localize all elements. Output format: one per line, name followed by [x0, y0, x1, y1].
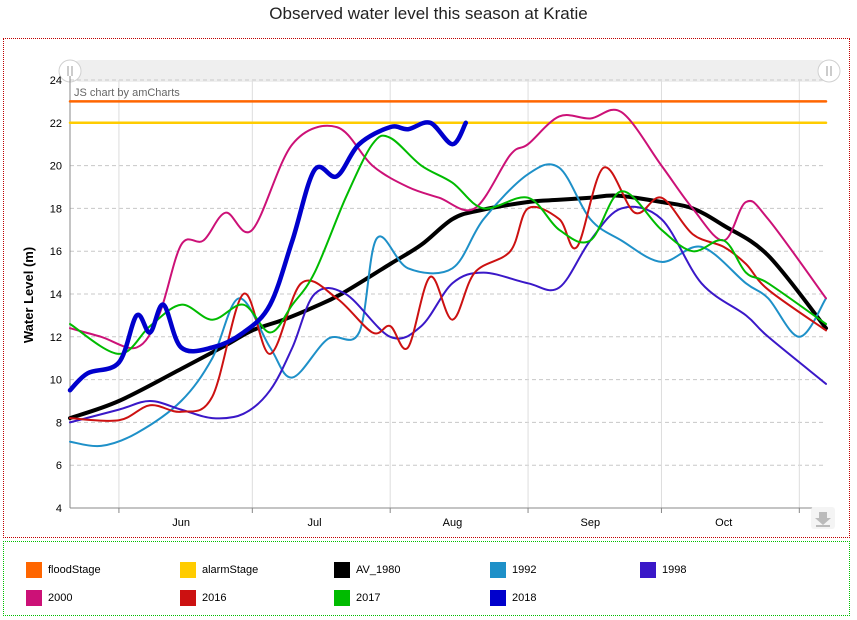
- legend-item-1992[interactable]: 1992: [490, 562, 536, 578]
- legend-swatch: [180, 562, 196, 578]
- legend-item-2017[interactable]: 2017: [334, 590, 380, 606]
- legend-swatch: [334, 590, 350, 606]
- series-line-av_1980: [68, 193, 828, 421]
- legend-swatch: [490, 590, 506, 606]
- legend-label: 2016: [202, 592, 227, 604]
- axes: 4 6 8 10 12 14 16 18 20 22 24 Jun Jul Aug Sep Oct: [50, 75, 826, 529]
- series-line-2000: [69, 108, 827, 350]
- legend-item-2018[interactable]: 2018: [490, 590, 536, 606]
- legend-label: AV_1980: [356, 564, 401, 576]
- series-line-2016: [69, 166, 827, 422]
- series-line-2018: [67, 120, 469, 393]
- series-line-1992: [69, 163, 827, 448]
- x-tick-label: Oct: [715, 517, 732, 529]
- legend-item-2000[interactable]: 2000: [26, 590, 72, 606]
- y-tick-label: 8: [56, 417, 62, 429]
- legend-label: 1998: [662, 564, 687, 576]
- x-tick-label: Jul: [308, 517, 322, 529]
- legend-item-av_1980[interactable]: AV_1980: [334, 562, 400, 578]
- y-tick-label: 20: [50, 161, 62, 173]
- scrollbar[interactable]: [58, 59, 841, 83]
- y-tick-label: 6: [56, 460, 62, 472]
- legend-item-2016[interactable]: 2016: [180, 590, 226, 606]
- legend-label: 1992: [512, 564, 537, 576]
- y-tick-label: 10: [50, 375, 62, 387]
- legend-swatch: [26, 590, 42, 606]
- y-tick-label: 22: [50, 118, 62, 130]
- y-tick-label: 12: [50, 332, 62, 344]
- legend-item-floodstage[interactable]: floodStage: [26, 562, 101, 578]
- legend-swatch: [334, 562, 350, 578]
- x-tick-label: Aug: [443, 517, 463, 529]
- y-axis-label: Water Level (m): [21, 247, 36, 343]
- x-tick-label: Sep: [581, 517, 601, 529]
- legend-item-1998[interactable]: 1998: [640, 562, 686, 578]
- export-icon[interactable]: [811, 507, 835, 529]
- y-tick-label: 18: [50, 203, 62, 215]
- x-tick-label: Jun: [172, 517, 190, 529]
- y-tick-label: 16: [50, 246, 62, 258]
- scrollbar-track[interactable]: [70, 60, 830, 82]
- legend-swatch: [180, 590, 196, 606]
- y-tick-label: 14: [50, 289, 62, 301]
- legend: floodStage alarmStage AV_1980 1992 1998 2000 2…: [3, 541, 850, 616]
- series-line-2017: [69, 134, 827, 355]
- legend-label: 2000: [48, 592, 73, 604]
- series-lines: [67, 100, 828, 448]
- legend-label: 2018: [512, 592, 537, 604]
- legend-item-alarmstage[interactable]: alarmStage: [180, 562, 258, 578]
- legend-swatch: [490, 562, 506, 578]
- scrollbar-right-handle[interactable]: [817, 59, 841, 83]
- chart-frame: [3, 38, 850, 538]
- chart-title: Observed water level this season at Krat…: [269, 4, 588, 23]
- legend-swatch: [26, 562, 42, 578]
- chart-plot: 4 6 8 10 12 14 16 18 20 22 24 Jun Jul Aug Sep Oct JS ch…: [21, 59, 841, 529]
- y-tick-label: 24: [50, 75, 62, 87]
- legend-swatch: [640, 562, 656, 578]
- legend-label: 2017: [356, 592, 381, 604]
- y-tick-label: 4: [56, 503, 62, 515]
- grid: [70, 79, 826, 508]
- legend-label: floodStage: [48, 564, 101, 576]
- chart-credit[interactable]: JS chart by amCharts: [74, 87, 180, 99]
- legend-label: alarmStage: [202, 564, 259, 576]
